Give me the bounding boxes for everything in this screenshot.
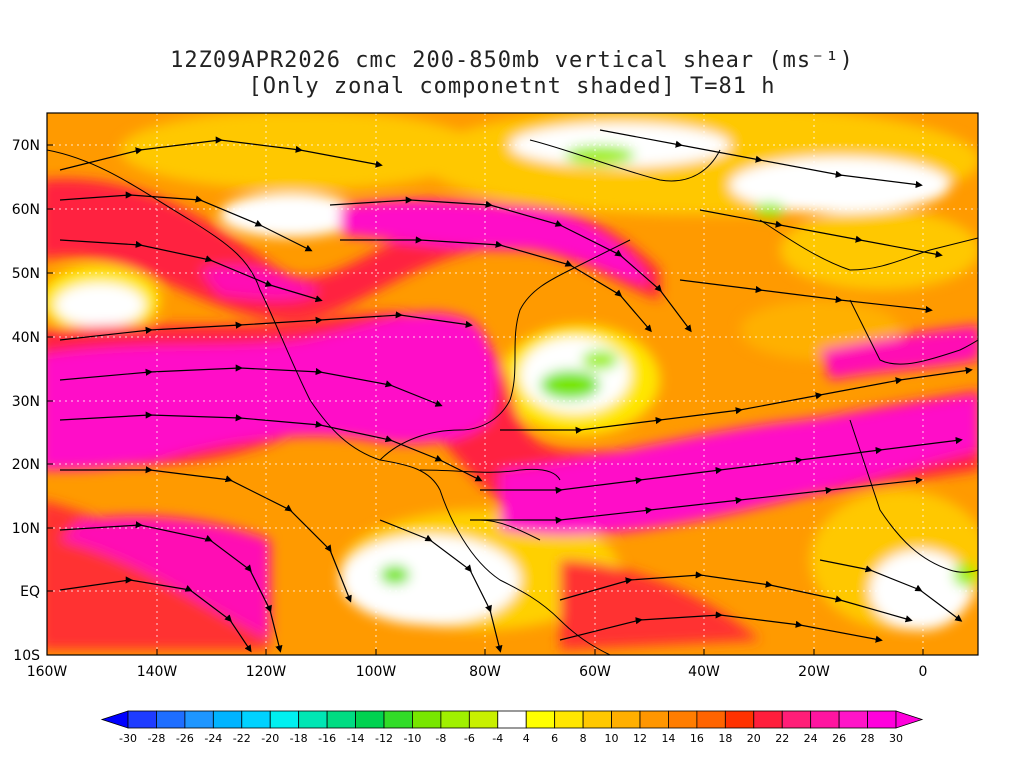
lon-label: 100W — [356, 664, 397, 680]
colorbar-swatch — [696, 710, 726, 729]
colorbar-swatch — [383, 710, 413, 729]
lon-label: 160W — [27, 664, 68, 680]
lon-label: 20W — [798, 664, 830, 680]
colorbar-swatch — [639, 710, 669, 729]
lat-label: 40N — [12, 330, 40, 346]
colorbar-label: -18 — [290, 732, 308, 745]
colorbar-swatch — [156, 710, 186, 729]
colorbar-swatch — [241, 710, 271, 729]
colorbar-label: 22 — [775, 732, 789, 745]
colorbar-label: 28 — [861, 732, 875, 745]
longitude-labels: 160W 140W 120W 100W 80W 60W 40W 20W 0 — [27, 664, 928, 680]
colorbar-swatch — [355, 710, 385, 729]
lat-label: EQ — [20, 584, 40, 600]
latitude-labels: 70N 60N 50N 40N 30N 20N 10N EQ 10S — [12, 138, 40, 664]
lon-label: 80W — [469, 664, 501, 680]
colorbar-swatch — [497, 710, 527, 729]
colorbar-swatch — [838, 710, 868, 729]
colorbar-arrow-right — [895, 710, 924, 729]
lon-label: 0 — [919, 664, 928, 680]
colorbar: -30 -28 -26 -24 -22 -20 -18 -16 -14 -12 -10 -8 -6 -4 4… — [100, 710, 924, 745]
map-frame — [46, 112, 979, 656]
chart-title-line-1: 12Z09APR2026 cmc 200-850mb vertical shea… — [170, 48, 854, 73]
colorbar-label: 12 — [633, 732, 647, 745]
colorbar-label: -16 — [318, 732, 336, 745]
colorbar-label: 14 — [661, 732, 675, 745]
colorbar-swatch — [724, 710, 755, 729]
lon-label: 140W — [137, 664, 178, 680]
colorbar-swatch — [668, 710, 698, 729]
lat-label: 10N — [12, 521, 40, 537]
colorbar-label: -10 — [403, 732, 421, 745]
colorbar-label: 18 — [718, 732, 732, 745]
lon-label: 60W — [579, 664, 611, 680]
colorbar-swatch — [127, 710, 157, 729]
colorbar-swatch — [212, 710, 243, 729]
lat-label: 30N — [12, 394, 40, 410]
colorbar-label: -8 — [435, 732, 446, 745]
colorbar-swatch — [298, 710, 328, 729]
colorbar-label: -26 — [176, 732, 194, 745]
colorbar-swatch — [184, 710, 214, 729]
colorbar-swatch — [781, 710, 812, 729]
shaded-field — [47, 113, 978, 655]
colorbar-label: 20 — [747, 732, 761, 745]
colorbar-label: -28 — [147, 732, 165, 745]
colorbar-label: -20 — [261, 732, 279, 745]
colorbar-swatch — [468, 710, 499, 729]
colorbar-swatch — [582, 710, 612, 729]
colorbar-label: -6 — [464, 732, 475, 745]
colorbar-label: -14 — [347, 732, 365, 745]
colorbar-arrow-left — [100, 710, 129, 729]
chart-title-line-2: [Only zonal componetnt shaded] T=81 h — [248, 74, 776, 99]
lat-label: 50N — [12, 266, 40, 282]
lat-label: 10S — [13, 648, 40, 664]
colorbar-label: 8 — [580, 732, 587, 745]
colorbar-swatch — [753, 710, 783, 729]
lon-label: 40W — [688, 664, 720, 680]
colorbar-label: -24 — [204, 732, 222, 745]
colorbar-swatch — [810, 710, 840, 729]
colorbar-label: 26 — [832, 732, 846, 745]
lat-label: 20N — [12, 457, 40, 473]
colorbar-label: -4 — [492, 732, 503, 745]
axis-ticks — [47, 144, 924, 655]
colorbar-label: -12 — [375, 732, 393, 745]
lon-label: 120W — [246, 664, 287, 680]
colorbar-swatch — [867, 710, 897, 729]
colorbar-label: 30 — [889, 732, 903, 745]
colorbar-swatch — [269, 710, 300, 729]
colorbar-label: 24 — [804, 732, 818, 745]
colorbar-label: -30 — [119, 732, 137, 745]
colorbar-swatch — [440, 710, 470, 729]
lat-label: 70N — [12, 138, 40, 154]
colorbar-swatch — [326, 710, 356, 729]
colorbar-label: 4 — [523, 732, 530, 745]
colorbar-swatch — [525, 710, 556, 729]
colorbar-label: -22 — [233, 732, 251, 745]
colorbar-label: 10 — [605, 732, 619, 745]
colorbar-label: 6 — [551, 732, 558, 745]
colorbar-swatch — [412, 710, 442, 729]
colorbar-swatch — [611, 710, 641, 729]
lat-label: 60N — [12, 202, 40, 218]
colorbar-swatch — [554, 710, 584, 729]
colorbar-label: 16 — [690, 732, 704, 745]
streamlines — [59, 129, 973, 653]
